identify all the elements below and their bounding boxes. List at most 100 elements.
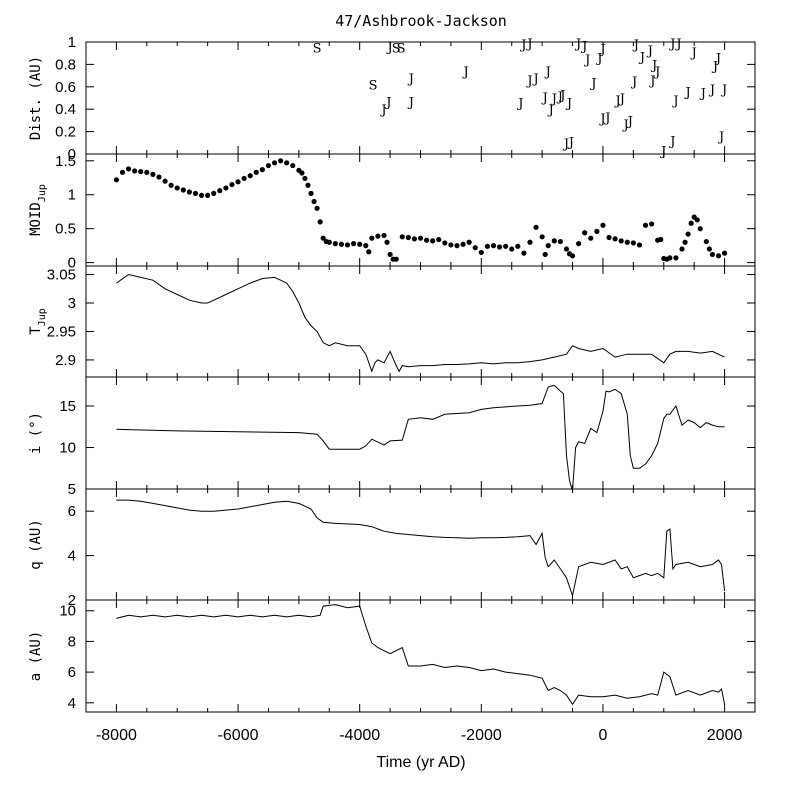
moid-ylabel: MOIDJup [28, 184, 48, 236]
moid-point [247, 173, 253, 179]
moid-point [430, 238, 436, 244]
dist-marker-J: J [646, 44, 653, 59]
dist-marker-J: J [683, 85, 690, 100]
moid-point [618, 238, 624, 244]
dist-marker-J: J [516, 96, 523, 111]
moid-point [521, 250, 527, 256]
dist-marker-J: J [720, 83, 727, 98]
moid-point [679, 246, 685, 252]
dist-marker-J: J [407, 95, 414, 110]
moid-point [381, 232, 387, 239]
moid-point [211, 190, 217, 196]
moid-point [697, 226, 703, 232]
moid-point [448, 242, 454, 248]
moid-point [305, 182, 311, 188]
dist-marker-J: J [598, 43, 605, 58]
panel-q: 2 4 6 q (AU) [28, 488, 756, 609]
moid-point [113, 177, 120, 183]
moid-point [545, 243, 551, 249]
moid-frame [85, 153, 756, 267]
dist-marker-J: J [632, 38, 639, 53]
a-ytick-label: 10 [59, 603, 76, 620]
dist-marker-J: J [603, 111, 610, 126]
moid-point [527, 239, 533, 245]
moid-point [649, 221, 655, 227]
dist-ytick-label: 1 [68, 34, 76, 51]
dist-marker-J: J [384, 95, 391, 110]
dist-marker-J: J [580, 39, 587, 54]
dist-marker-S: S [313, 42, 322, 57]
dist-marker-J: J [621, 118, 628, 133]
moid-point [326, 239, 332, 245]
incl-frame [85, 376, 756, 490]
dist-marker-J: J [659, 145, 666, 160]
dist-marker-J: J [525, 37, 532, 52]
dist-marker-S: S [397, 42, 406, 57]
x-tick-label: 2000 [707, 727, 743, 744]
dist-marker-J: J [717, 130, 724, 145]
dist-marker-J: J [565, 96, 572, 111]
moid-point [156, 174, 162, 180]
dist-marker-J: J [714, 52, 721, 67]
moid-point [399, 234, 405, 240]
moid-point [344, 242, 351, 248]
q-ylabel: q (AU) [28, 519, 44, 570]
moid-point [290, 162, 296, 169]
incl-ytick-label: 15 [59, 398, 76, 415]
moid-point [132, 168, 138, 174]
moid-ytick-label: 1 [68, 187, 76, 204]
moid-point [314, 205, 320, 211]
panel-tjup: 2.9 2.95 3 3.05 TJup [28, 265, 756, 378]
moid-point [311, 198, 317, 205]
tjup-ytick-label: 3.05 [47, 267, 76, 284]
moid-point [138, 169, 144, 175]
moid-point [715, 253, 722, 259]
moid-point [466, 239, 472, 245]
moid-point [703, 238, 709, 245]
moid-point [223, 185, 229, 191]
moid-point [460, 241, 466, 247]
moid-point [192, 190, 199, 196]
moid-point [317, 219, 323, 225]
dist-marker-J: J [595, 52, 602, 67]
dist-marker-J: J [671, 94, 678, 109]
dist-marker-J: J [598, 112, 605, 127]
incl-series-line [116, 384, 725, 491]
tjup-series-line [116, 273, 725, 373]
a-series-line [116, 604, 726, 706]
dist-marker-J: J [462, 65, 469, 80]
moid-point [478, 249, 484, 256]
moid-point [533, 224, 539, 230]
moid-point [454, 243, 460, 249]
incl-ytick-label: 5 [68, 481, 76, 498]
moid-point [658, 236, 664, 243]
tjup-ytick-label: 3 [68, 295, 76, 312]
moid-point [265, 162, 272, 169]
dist-marker-J: J [618, 92, 625, 107]
q-frame [85, 488, 756, 601]
moid-point [509, 246, 515, 252]
moid-point [624, 239, 630, 245]
moid-point [186, 189, 192, 195]
moid-point [569, 253, 576, 259]
moid-point [387, 251, 393, 258]
moid-point [174, 185, 180, 191]
q-ytick-label: 2 [68, 592, 76, 609]
moid-point [576, 241, 582, 247]
dist-marker-J: J [567, 136, 574, 151]
dist-marker-J: J [668, 135, 675, 150]
moid-point [302, 175, 308, 182]
moid-point [162, 178, 168, 184]
incl-ytick-label: 10 [59, 440, 76, 457]
dist-marker-J: J [562, 137, 569, 152]
moid-point [405, 234, 411, 241]
moid-point [442, 240, 448, 246]
moid-point [369, 235, 375, 241]
moid-point [490, 243, 497, 249]
x-tick-label: -8000 [96, 727, 137, 744]
moid-point [299, 170, 305, 176]
moid-point [150, 171, 156, 177]
moid-point [357, 241, 363, 247]
moid-point [484, 243, 490, 249]
